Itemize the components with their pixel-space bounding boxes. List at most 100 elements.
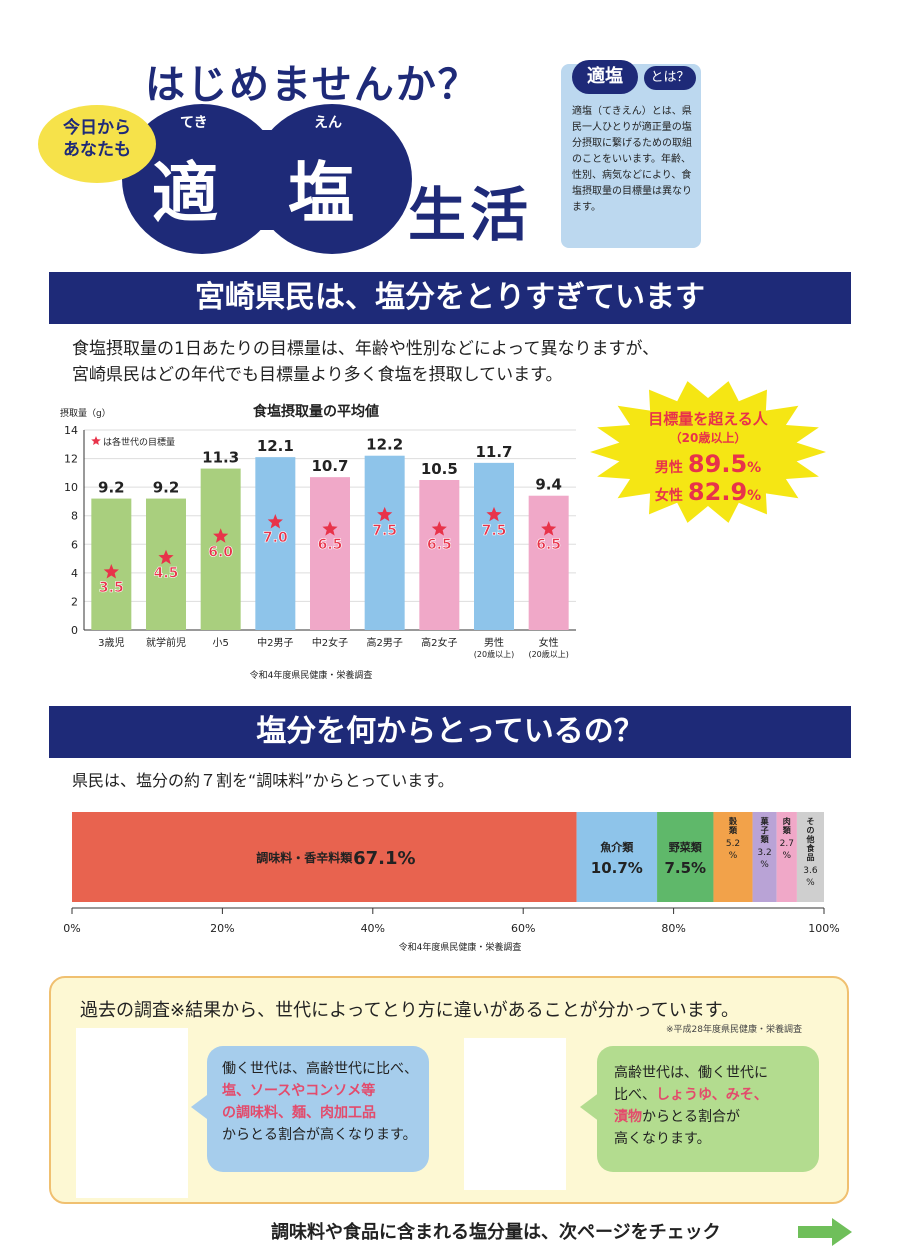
segment-label: 類 (728, 825, 738, 835)
headline: はじめませんか？ (145, 62, 480, 108)
segment-value: 2.7 (780, 839, 794, 849)
segment-value: 5.2 (726, 839, 740, 849)
x-tick-label: 中2男子 (257, 636, 293, 649)
target-star-icon (267, 514, 283, 529)
salt-source-stacked-bar: 0% 20% 40% 60% 80% 100% 調味料・香辛料類 67.1% 魚介類 10.7% 野… (63, 812, 840, 953)
x-tick-label: 就学前児 (146, 636, 186, 649)
x-tick-label: 40% (361, 922, 385, 935)
y-tick-label: 4 (71, 567, 78, 580)
y-tick-label: 6 (71, 538, 78, 551)
bar (474, 462, 514, 630)
elder-l4: 高くなります。 (614, 1131, 711, 1147)
segment-label: 肉 (783, 816, 791, 826)
worker-l2: 塩、ソースやコンソメ等 (222, 1083, 376, 1099)
burst-star (590, 381, 826, 523)
segment-label: 穀 (728, 816, 738, 826)
elder-speech-tail (580, 1092, 600, 1122)
target-star-icon (377, 506, 393, 522)
worker-l1: 働く世代は、高齢世代に比べ、 (222, 1061, 418, 1077)
legend-star-icon (91, 436, 101, 445)
bar (310, 477, 350, 630)
x-tick-label: 20% (210, 922, 234, 935)
definition-text: 適塩（てきえん）とは、県民一人ひとりが適正量の塩分摂取に繋げるための取組のことを… (572, 106, 692, 213)
burst-male-value: 89.5 (687, 450, 748, 478)
segment-label: 野菜類 (669, 840, 703, 854)
target-star-icon (431, 521, 447, 536)
segment-label: の (806, 826, 814, 835)
title-blob-middle (200, 130, 340, 230)
segment-value: 10.7% (591, 859, 643, 877)
bar (200, 468, 241, 630)
elder-l1: 高齢世代は、働く世代に (614, 1065, 768, 1081)
worker-speech-text: 働く世代は、高齢世代に比べ、 塩、ソースやコンソメ等 の調味料、麺、肉加工品 か… (222, 1058, 422, 1146)
burst-male-label: 男性 (654, 460, 683, 476)
ruby-teki: てき (180, 115, 208, 131)
panel-note: ※平成28年度県民健康・栄養調査 (666, 1025, 802, 1035)
elder-speech (597, 1046, 819, 1172)
section2-lead: 県民は、塩分の約７割を“調味料”からとっています。 (72, 771, 454, 790)
ruby-en: えん (314, 115, 342, 131)
chart-source: 令和4年度県民健康・栄養調査 (399, 941, 522, 953)
y-tick-label: 2 (71, 595, 78, 608)
target-value-label: 7.0 (263, 530, 288, 546)
stack-segment (657, 812, 714, 902)
bar-value-label: 9.2 (153, 479, 180, 497)
segment-value: 3.6 (803, 866, 818, 876)
segment-label: 子 (761, 826, 769, 835)
bar (364, 455, 405, 630)
x-tick-label: 100% (808, 922, 839, 935)
bar (255, 457, 296, 630)
segment-label: 魚介類 (600, 840, 634, 854)
target-value-label: 6.5 (318, 537, 343, 553)
x-tick-label: 0% (63, 922, 80, 935)
burst-female-value: 82.9 (687, 478, 748, 506)
next-page-arrow-icon (798, 1218, 852, 1246)
salt-intake-bar-chart: 食塩摂取量の平均値 摂取量（g） 0 2 4 6 8 10 12 14 は各世代の目標量 9.2 3.5… (60, 403, 576, 681)
segment-label: 品 (806, 853, 814, 862)
elder-l3a: 漬物 (614, 1109, 642, 1125)
x-tick-label: 60% (511, 922, 535, 935)
burst-title: 目標量を超える人 (648, 410, 768, 428)
x-tick-label: (20歳以上) (528, 649, 568, 659)
x-tick-label: (20歳以上) (474, 649, 514, 659)
segment-label: 菓 (760, 816, 770, 826)
bar-value-label: 12.1 (257, 437, 294, 455)
elder-illustration (464, 1038, 566, 1190)
x-tick-label: 小5 (212, 637, 228, 649)
stack-segment (752, 812, 777, 902)
bar (528, 495, 569, 630)
worker-illustration (76, 1028, 188, 1198)
stack-segment (796, 812, 824, 902)
y-tick-label: 8 (71, 510, 78, 523)
y-tick-label: 14 (64, 424, 78, 437)
target-value-label: 6.0 (208, 544, 233, 560)
section2-banner: 塩分を何からとっているの？ (49, 706, 851, 758)
segment-value: 67.1% (353, 848, 415, 869)
elder-speech-text: 高齢世代は、働く世代に 比べ、しょうゆ、みそ、 漬物からとる割合が 高くなります… (614, 1062, 810, 1150)
title-kanji-en: 塩 (288, 155, 354, 232)
segment-label: 他 (805, 834, 814, 844)
target-value-label: 7.5 (372, 523, 397, 539)
elder-l3: 漬物からとる割合が (614, 1106, 810, 1128)
elder-l2: 比べ、しょうゆ、みそ、 (614, 1084, 810, 1106)
x-tick-label: 80% (661, 922, 685, 935)
x-tick-label: 3歳児 (98, 637, 124, 649)
section1-lead1: 食塩摂取量の1日あたりの目標量は、年齢や性別などによって異なりますが、 (72, 339, 660, 359)
burst-male-pct: % (747, 460, 762, 476)
elder-l2a: 比べ、 (614, 1087, 656, 1103)
chart-source: 令和4年度県民健康・栄養調査 (250, 669, 373, 681)
worker-l3: の調味料、麺、肉加工品 (222, 1105, 376, 1121)
target-value-label: 6.5 (427, 537, 452, 553)
burst-text: 目標量を超える人 （20歳以上） 男性 89.5% 女性 82.9% (618, 408, 798, 506)
y-tick-label: 12 (64, 453, 78, 466)
chart-title: 食塩摂取量の平均値 (253, 403, 379, 420)
y-tick-label: 10 (64, 481, 78, 494)
bar-value-label: 11.3 (202, 449, 239, 467)
x-tick-label: 女性 (539, 636, 559, 649)
definition-box (561, 64, 701, 248)
target-star-icon (541, 521, 557, 536)
bar-value-label: 10.7 (311, 457, 348, 475)
definition-pill: 適塩 (572, 60, 638, 94)
panel-title: 過去の調査※結果から、世代によってとり方に違いがあることが分かっています。 (80, 1000, 739, 1021)
bar-value-label: 11.7 (475, 443, 512, 461)
